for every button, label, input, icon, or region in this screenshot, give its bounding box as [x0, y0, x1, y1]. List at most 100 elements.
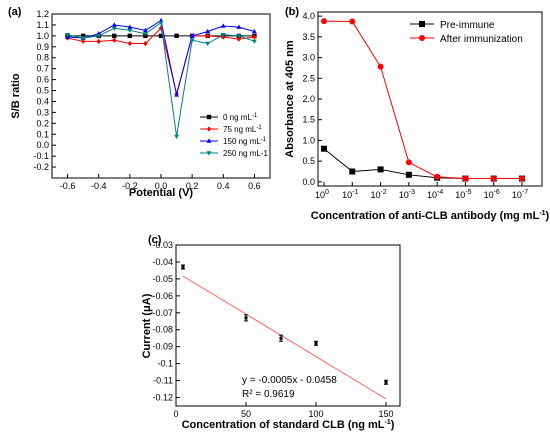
- panel-a-ytick-label: 0.4: [36, 96, 49, 106]
- panel-a-point: [127, 28, 133, 34]
- panel-a-point: [252, 39, 257, 44]
- panel-b-point: [321, 145, 327, 152]
- panel-a-ytick-label: 0.2: [36, 118, 49, 128]
- panel-b-xtick-label: 10-3: [399, 189, 415, 200]
- panel-a-point: [65, 33, 70, 38]
- panel-c-equation: y = -0.0005x - 0.0458: [242, 375, 337, 386]
- panel-a-ytick-label: 1.1: [36, 20, 49, 30]
- panel-b-point: [462, 175, 469, 182]
- panel-a-ytick-label: 0.6: [36, 75, 49, 85]
- panel-a-point: [174, 134, 179, 140]
- panel-b-ytick-label: 4.0: [302, 11, 315, 21]
- panel-a-legend: 0 ng mL-1 75 ng mL-1 150 ng mL-1 250 ng mL-…: [200, 113, 268, 158]
- panel-c-ylabel: Current (μA): [141, 293, 153, 358]
- panel-a-legend-label: 250 ng mL-1: [223, 149, 268, 158]
- panel-a-ytick-label: 0.9: [36, 42, 49, 52]
- panel-a-point: [220, 33, 226, 38]
- panel-b-point: [377, 63, 384, 70]
- panel-c-xlabel: Concentration of standard CLB (ng mL-1): [182, 419, 395, 431]
- panel-b-point: [405, 159, 412, 166]
- panel-a-legend-label: 150 ng mL-1: [223, 137, 267, 146]
- panel-b-ytick-label: 0.5: [302, 156, 315, 166]
- panel-a-point: [112, 33, 117, 39]
- panel-b-ylabel: Absorbance at 405 nm: [284, 40, 296, 158]
- panel-a-legend-marker: [206, 151, 212, 156]
- panel-c-xtick-label: 150: [378, 409, 393, 419]
- panel-b-xtick-label: 10-5: [455, 189, 471, 200]
- panel-a-ytick-label: 0.1: [36, 129, 49, 139]
- panel-b-legend-label: After immunization: [440, 34, 523, 45]
- panel-b: (b) 100 10-1 10-2 10-3 10-4 10-5 10-6 10-7 0.0 0.…: [284, 6, 550, 222]
- panel-a-point: [80, 36, 86, 41]
- panel-a-point: [127, 24, 133, 29]
- panel-a-point: [189, 33, 195, 38]
- panel-b-xtick-label: 10-7: [512, 189, 528, 200]
- panel-a-point: [111, 26, 117, 31]
- panel-a-point: [96, 34, 102, 39]
- panel-a-point: [236, 34, 242, 39]
- panel-a-point: [236, 36, 242, 42]
- panel-b-legend-marker: [419, 35, 425, 41]
- panel-c-label: (c): [148, 234, 162, 246]
- panel-a-legend-marker: [206, 126, 212, 132]
- panel-a-point: [143, 27, 148, 33]
- panel-a-legend-label: 75 ng mL-1: [223, 125, 262, 134]
- panel-a-point: [143, 31, 148, 37]
- panel-b-ytick-label: 3.5: [302, 32, 315, 42]
- panel-c-point: [181, 265, 185, 269]
- panel-a-ytick-label: 0.3: [36, 107, 49, 117]
- panel-b-series-line: [323, 20, 522, 180]
- panel-c-frame: [175, 244, 401, 407]
- panel-b-point: [519, 175, 525, 182]
- panel-c-ytick-label: -0.12: [152, 393, 173, 403]
- panel-c-point: [244, 316, 248, 320]
- panel-a-xtick-label: -0.4: [91, 181, 107, 191]
- panel-a-xlabel: Potential (V): [129, 187, 194, 199]
- panel-b-legend-label: Pre-immune: [440, 20, 495, 31]
- panel-b-legend-marker: [419, 21, 425, 27]
- panel-c-fit-line: [182, 275, 387, 400]
- panel-a: (a) -0.6 -0.4 -0.2 0.0 0.2 0.4 0.6-0.2-0.10.00…: [8, 6, 271, 199]
- panel-a-point: [252, 28, 257, 34]
- panel-a-xtick-label: -0.6: [60, 181, 76, 191]
- panel-c-point: [279, 336, 283, 340]
- panel-c-ytick-label: -0.09: [152, 342, 173, 352]
- panel-c-point: [314, 341, 318, 345]
- panel-c-ytick-label: -0.07: [152, 308, 173, 318]
- panel-a-point: [158, 25, 164, 31]
- panel-a-point: [158, 33, 164, 39]
- panel-a-ytick-label: -0.2: [33, 162, 49, 172]
- panel-b-point: [377, 166, 384, 173]
- panel-b-xtick-label: 10-4: [427, 189, 443, 200]
- panel-b-point: [434, 173, 441, 180]
- panel-c-ytick-label: -0.11: [153, 376, 173, 386]
- panel-a-point: [111, 22, 117, 27]
- panel-a-series-line: [67, 19, 255, 96]
- panel-a-ytick-label: 1.0: [36, 31, 49, 41]
- panel-a-point: [80, 38, 86, 44]
- panel-b-point: [490, 175, 497, 182]
- panel-b-xtick-label: 10-1: [342, 189, 358, 200]
- panel-b-ytick-label: 3.0: [302, 53, 315, 63]
- panel-a-point: [205, 41, 211, 47]
- panel-a-point: [174, 92, 179, 97]
- panel-a-xtick-label: -0.2: [122, 181, 138, 191]
- panel-c-ytick-label: -0.1: [157, 359, 173, 369]
- panel-b-xlabel: Concentration of anti-CLB antibody (mg m…: [311, 210, 550, 222]
- panel-c-ytick-label: -0.08: [152, 325, 173, 335]
- panel-c-ytick-label: -0.04: [152, 257, 173, 267]
- panel-c-r-squared: R² = 0.9619: [242, 389, 295, 400]
- panel-a-ylabel: S/B ratio: [10, 73, 22, 119]
- panel-a-xtick-label: 0.4: [217, 181, 230, 191]
- panel-a-legend-label: 0 ng mL-1: [223, 113, 258, 122]
- panel-a-point: [252, 34, 257, 40]
- panel-a-xtick-label: 0.0: [155, 181, 168, 191]
- panel-a-point: [127, 40, 133, 47]
- panel-b-point: [321, 18, 327, 25]
- panel-c-point: [384, 380, 388, 384]
- panel-a-ytick-label: -0.1: [33, 151, 49, 161]
- panel-b-ytick-label: 0.0: [302, 177, 315, 187]
- panel-a-point: [220, 23, 226, 28]
- panel-b-xtick-label: 10-6: [484, 189, 500, 200]
- panel-c-ytick-label: -0.03: [152, 240, 173, 250]
